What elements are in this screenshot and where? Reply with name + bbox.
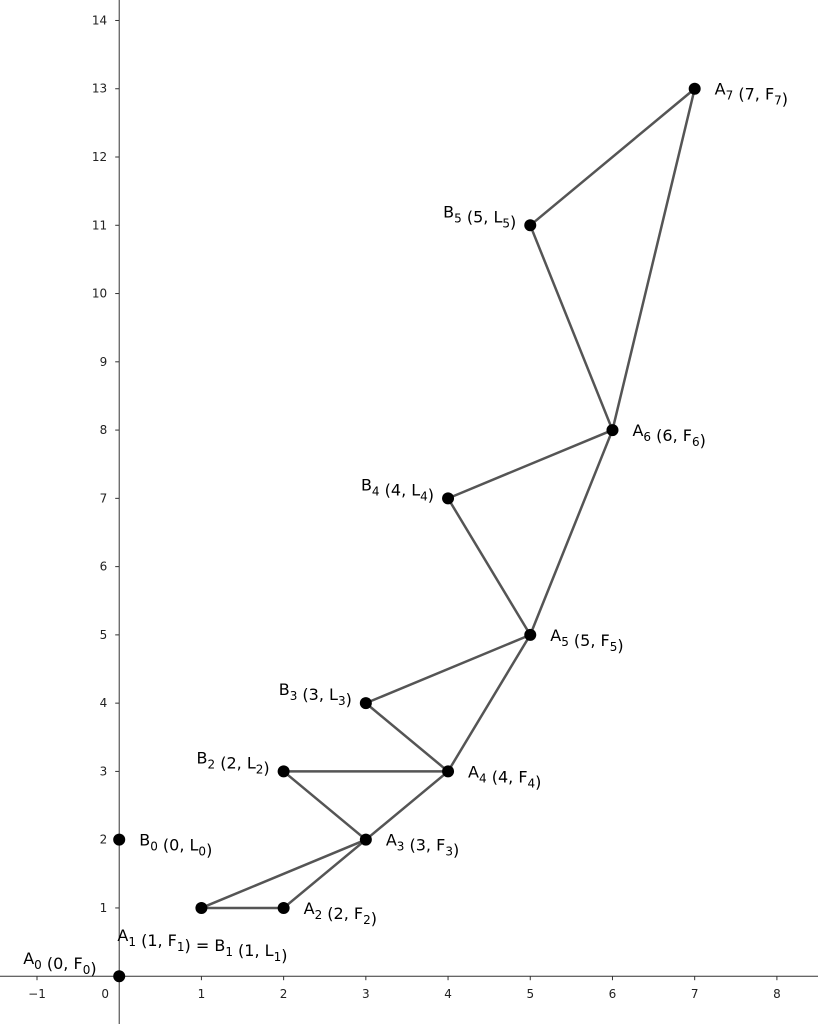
y-tick-label: 7 <box>100 491 108 505</box>
label-A2: A2 (2, F2) <box>304 899 377 928</box>
segment-A5-B4 <box>446 497 532 637</box>
point-B3 <box>359 697 372 710</box>
x-tick-label: 2 <box>280 987 288 1001</box>
y-tick-label: 12 <box>92 150 107 164</box>
y-tick-label: 10 <box>92 287 107 301</box>
label-B0: B0 (0, L0) <box>139 831 212 860</box>
segment-B3-A5 <box>364 633 532 705</box>
y-tick-label: 6 <box>100 560 108 574</box>
label-B5: B5 (5, L5) <box>443 202 516 231</box>
segment-B5-A7 <box>529 87 696 227</box>
y-tick-label: 11 <box>92 218 107 232</box>
point-A1 <box>195 901 208 914</box>
label-A6: A6 (6, F6) <box>632 421 705 450</box>
x-tick-label: 0 <box>101 987 109 1001</box>
y-tick-label: 1 <box>100 901 108 915</box>
x-tick-label: 7 <box>691 987 699 1001</box>
point-B0 <box>113 833 126 846</box>
point-B5 <box>524 219 537 232</box>
y-tick-label: 14 <box>92 13 107 27</box>
y-tick-label: 9 <box>100 355 108 369</box>
segment-A5-A6 <box>529 428 614 637</box>
segment-A4-A5 <box>446 633 532 773</box>
x-tick-label: −1 <box>28 987 46 1001</box>
label-A4: A4 (4, F4) <box>468 762 541 791</box>
point-B2 <box>277 765 290 778</box>
label-B4: B4 (4, L4) <box>361 475 434 504</box>
x-tick-label: 1 <box>198 987 206 1001</box>
segments <box>200 87 696 910</box>
x-tick-label: 8 <box>773 987 781 1001</box>
segment-A1-A3 <box>200 838 368 910</box>
y-tick-label: 5 <box>100 628 108 642</box>
segment-A3-B2 <box>282 770 368 841</box>
point-A7 <box>688 82 701 95</box>
y-tick-label: 2 <box>100 833 108 847</box>
point-B4 <box>442 492 455 505</box>
point-A2 <box>277 901 290 914</box>
label-A0: A0 (0, F0) <box>23 949 96 978</box>
label-A3: A3 (3, F3) <box>386 831 459 860</box>
point-A0 <box>113 970 126 983</box>
segment-A3-A4 <box>364 770 450 841</box>
point-A5 <box>524 628 537 641</box>
point-A3 <box>359 833 372 846</box>
x-tick-label: 3 <box>362 987 370 1001</box>
label-A5: A5 (5, F5) <box>550 626 623 655</box>
label-B3: B3 (3, L3) <box>279 680 352 709</box>
segment-A4-B3 <box>364 701 450 773</box>
label-A7: A7 (7, F7) <box>715 80 788 109</box>
y-tick-label: 8 <box>100 423 108 437</box>
label-A1: A1 (1, F1) = B1 (1, L1) <box>117 926 287 965</box>
x-tick-label: 6 <box>609 987 617 1001</box>
segment-A2-A3 <box>282 838 368 910</box>
segment-B4-A6 <box>446 428 614 500</box>
x-tick-label: 4 <box>444 987 452 1001</box>
points <box>113 82 701 983</box>
y-tick-label: 4 <box>100 696 108 710</box>
segment-A6-B5 <box>529 224 614 432</box>
point-labels: A0 (0, F0) B0 (0, L0) A1 (1, F1) = B1 (1, … <box>23 80 788 978</box>
point-A6 <box>606 424 619 437</box>
x-tick-label: 5 <box>526 987 534 1001</box>
label-B2: B2 (2, L2) <box>197 748 270 777</box>
y-tick-label: 13 <box>92 82 107 96</box>
point-A4 <box>442 765 455 778</box>
segment-A6-A7 <box>611 87 696 432</box>
y-tick-label: 3 <box>100 764 108 778</box>
